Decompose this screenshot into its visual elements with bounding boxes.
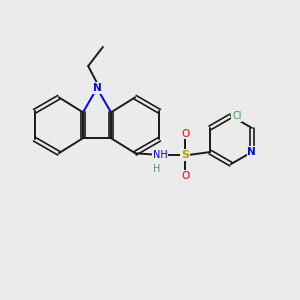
Text: Cl: Cl (232, 111, 242, 121)
Text: N: N (248, 147, 256, 157)
Text: S: S (181, 150, 189, 160)
Text: O: O (181, 171, 189, 181)
Text: NH: NH (153, 150, 168, 160)
Text: O: O (181, 128, 189, 139)
Text: H: H (153, 164, 160, 174)
Text: N: N (93, 83, 101, 93)
